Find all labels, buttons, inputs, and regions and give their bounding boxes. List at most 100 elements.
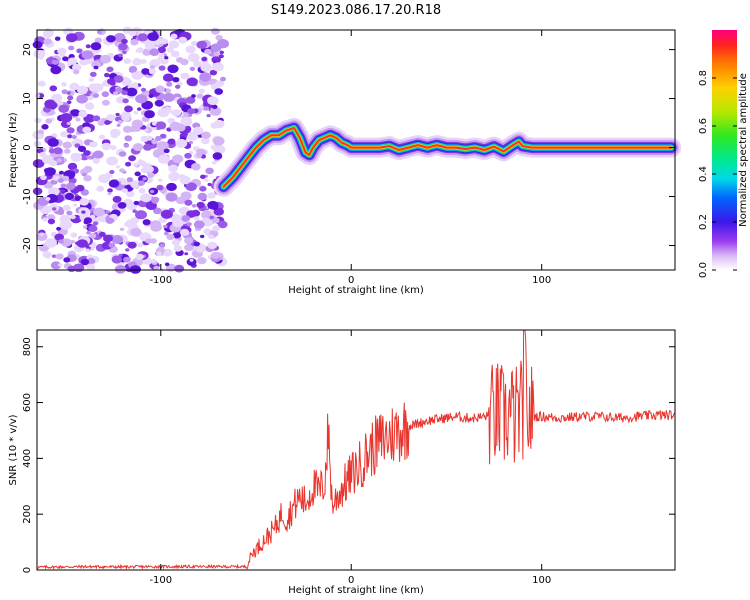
noise-speckle (62, 175, 70, 182)
noise-speckle (41, 124, 49, 130)
noise-speckle (137, 200, 145, 207)
noise-speckle (197, 192, 208, 201)
noise-speckle (174, 264, 185, 273)
noise-speckle (186, 258, 197, 266)
noise-speckle (172, 219, 184, 228)
noise-speckle (121, 114, 130, 122)
noise-speckle (96, 185, 105, 192)
noise-speckle (120, 181, 127, 185)
noise-speckle (57, 178, 64, 183)
noise-speckle (212, 152, 223, 160)
noise-speckle (163, 231, 169, 236)
noise-speckle (186, 222, 192, 227)
noise-speckle (56, 226, 62, 231)
noise-speckle (50, 65, 62, 75)
noise-speckle (79, 198, 89, 206)
noise-speckle (148, 68, 157, 75)
noise-speckle (115, 165, 120, 169)
noise-speckle (86, 230, 91, 235)
noise-speckle (83, 150, 91, 156)
noise-speckle (207, 182, 212, 187)
noise-speckle (200, 137, 210, 145)
noise-speckle (179, 228, 190, 236)
noise-speckle (54, 233, 64, 241)
noise-speckle (44, 99, 56, 109)
noise-speckle (130, 39, 139, 46)
noise-speckle (157, 108, 170, 118)
noise-speckle (209, 106, 222, 116)
noise-speckle (191, 209, 201, 217)
noise-speckle (90, 214, 96, 219)
noise-speckle (188, 113, 193, 117)
noise-speckle (184, 252, 189, 256)
noise-speckle (51, 133, 57, 137)
noise-speckle (83, 175, 92, 182)
noise-speckle (123, 58, 132, 64)
noise-speckle (51, 93, 63, 103)
noise-speckle (89, 233, 97, 239)
noise-speckle (89, 141, 98, 148)
noise-speckle (47, 187, 60, 197)
noise-speckle (60, 189, 65, 193)
y-tick-label: 10 (22, 92, 33, 105)
noise-speckle (44, 238, 58, 248)
noise-speckle (163, 224, 168, 229)
noise-speckle (212, 217, 220, 224)
noise-speckle (70, 232, 78, 238)
noise-speckle (86, 263, 96, 271)
noise-speckle (167, 138, 176, 145)
noise-speckle (115, 112, 120, 117)
noise-speckle (58, 263, 63, 267)
noise-speckle (36, 232, 48, 241)
noise-speckle (181, 197, 186, 201)
noise-speckle (88, 83, 100, 92)
noise-speckle (92, 158, 100, 164)
spectrogram-ylabel: Frequency (Hz) (8, 112, 19, 188)
noise-speckle (212, 62, 224, 72)
y-tick-label: 800 (22, 337, 33, 356)
noise-speckle (60, 238, 72, 247)
noise-speckle (169, 121, 182, 131)
noise-speckle (138, 181, 144, 186)
noise-speckle (47, 218, 56, 225)
noise-speckle (37, 129, 45, 135)
noise-speckle (63, 257, 71, 263)
noise-speckle (188, 53, 200, 63)
noise-speckle (81, 172, 87, 177)
noise-speckle (76, 239, 88, 248)
noise-speckle (78, 110, 88, 118)
noise-speckle (106, 114, 116, 122)
noise-speckle (193, 60, 202, 68)
noise-speckle (172, 77, 180, 83)
noise-speckle (209, 69, 218, 76)
noise-speckle (88, 77, 95, 82)
noise-speckle (110, 145, 117, 151)
noise-speckle (76, 94, 88, 104)
noise-speckle (51, 59, 59, 65)
noise-speckle (57, 209, 65, 215)
noise-speckle (132, 143, 144, 152)
noise-speckle (117, 202, 127, 209)
spectrogram-frame (36, 29, 676, 271)
colorbar-tick-label: 0.0 (698, 262, 709, 278)
noise-speckle (196, 201, 205, 209)
noise-speckle (117, 119, 123, 124)
noise-speckle (101, 142, 112, 151)
noise-speckle (58, 170, 64, 175)
noise-speckle (199, 72, 212, 82)
noise-speckle (53, 147, 63, 155)
colorbar-tick-label: 0.8 (698, 70, 709, 86)
noise-speckle (45, 197, 51, 201)
noise-speckle (158, 178, 163, 182)
noise-speckle (128, 155, 137, 162)
y-tick-label: -10 (22, 188, 33, 204)
noise-speckle (196, 152, 203, 158)
noise-speckle (112, 195, 122, 203)
noise-speckle (214, 88, 223, 95)
noise-speckle (135, 210, 147, 220)
noise-speckle (62, 56, 69, 62)
noise-speckle (153, 265, 160, 271)
noise-speckle (42, 251, 52, 258)
noise-speckle (159, 243, 166, 248)
noise-speckle (107, 192, 112, 196)
